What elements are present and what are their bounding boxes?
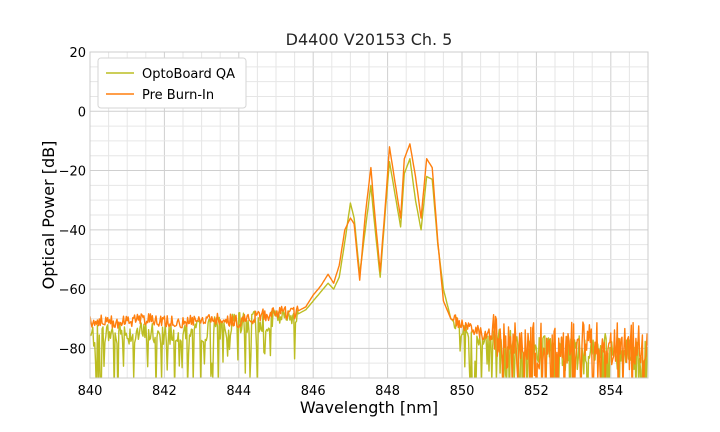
legend: OptoBoard QA Pre Burn-In <box>97 57 247 109</box>
legend-box <box>97 57 247 109</box>
x-tick-label: 842 <box>152 384 177 399</box>
y-tick-label: −40 <box>59 224 86 239</box>
legend-label-optoboard-qa: OptoBoard QA <box>142 67 235 82</box>
x-axis-label: Wavelength [nm] <box>300 398 438 417</box>
x-tick-label: 840 <box>78 384 103 399</box>
y-axis-label: Optical Power [dB] <box>39 141 58 290</box>
legend-label-pre-burn-in: Pre Burn-In <box>142 88 214 103</box>
x-tick-label: 846 <box>301 384 326 399</box>
x-tick-label: 848 <box>375 384 400 399</box>
chart-title: D4400 V20153 Ch. 5 <box>286 30 453 49</box>
series-line-pre-burn-in <box>90 143 648 378</box>
y-tick-label: 0 <box>78 105 86 120</box>
x-tick-label: 854 <box>598 384 623 399</box>
x-tick-label: 852 <box>524 384 549 399</box>
tick-labels: 840 842 844 846 848 850 852 854 20 0 −20 −40 −60 −80 <box>59 46 624 399</box>
y-tick-label: −60 <box>59 283 86 298</box>
series-line-optoboard-qa <box>90 157 648 378</box>
x-tick-label: 850 <box>450 384 475 399</box>
y-tick-label: −80 <box>59 342 86 357</box>
x-tick-label: 844 <box>226 384 251 399</box>
plot-frame <box>89 51 649 379</box>
y-tick-label: −20 <box>59 165 86 180</box>
series-layer <box>90 143 648 378</box>
y-tick-label: 20 <box>69 46 86 61</box>
